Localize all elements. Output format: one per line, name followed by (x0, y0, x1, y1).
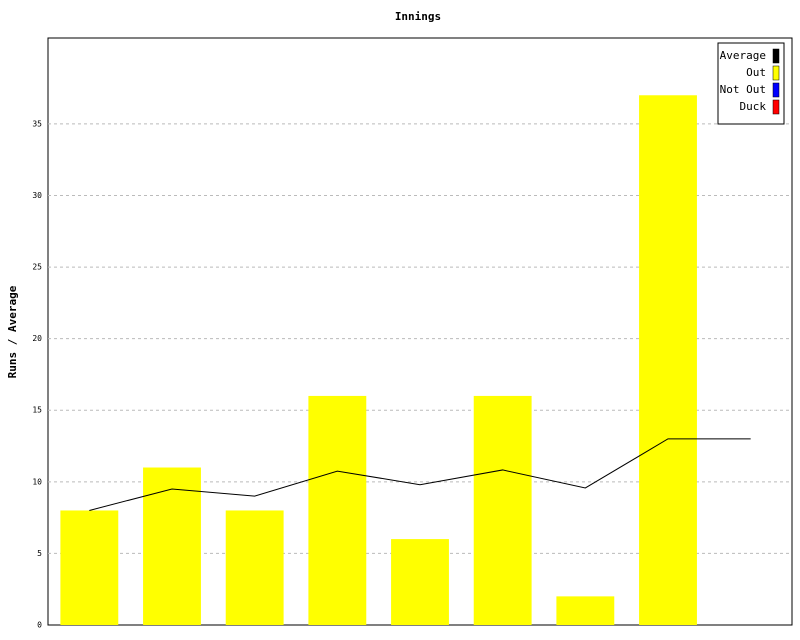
bar (225, 510, 284, 625)
legend-swatch (772, 82, 780, 98)
legend-label: Duck (740, 100, 767, 113)
y-tick-label: 25 (32, 263, 42, 272)
y-axis-label: Runs / Average (6, 285, 19, 378)
bar (639, 95, 697, 625)
y-tick-label: 10 (32, 477, 42, 486)
legend-swatch (772, 99, 780, 115)
y-tick-label: 30 (32, 191, 42, 200)
chart-title: Innings (395, 10, 441, 23)
bar (308, 395, 367, 625)
bar (391, 539, 449, 625)
legend-swatch (772, 48, 780, 64)
average-line (89, 438, 751, 511)
legend-label: Average (720, 49, 766, 62)
bar (60, 510, 119, 625)
y-tick-label: 5 (37, 549, 42, 558)
y-tick-label: 20 (32, 334, 42, 343)
bar (473, 395, 532, 625)
legend-swatch (772, 65, 780, 81)
y-tick-label: 35 (32, 119, 42, 128)
y-tick-label: 0 (37, 621, 42, 630)
y-tick-label: 15 (32, 406, 42, 415)
legend-label: Not Out (720, 83, 766, 96)
legend-label: Out (746, 66, 766, 79)
bar (556, 596, 615, 625)
